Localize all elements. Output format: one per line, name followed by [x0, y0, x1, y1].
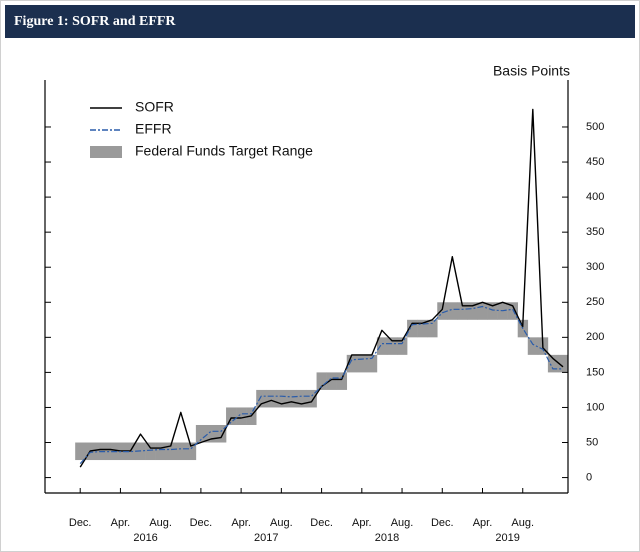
x-tick-label: Apr.	[352, 517, 372, 529]
target-range-band	[417, 319, 428, 338]
y-tick-label: 50	[586, 436, 598, 448]
target-range-band	[226, 407, 237, 425]
target-range-band	[105, 442, 116, 461]
x-tick-label: Aug.	[511, 517, 534, 529]
x-tick-label: Dec.	[310, 517, 333, 529]
target-range-band	[165, 442, 177, 461]
target-range-band	[557, 354, 569, 373]
legend-label: Federal Funds Target Range	[135, 143, 313, 159]
target-range-band	[547, 354, 559, 373]
target-range-band	[75, 442, 86, 461]
target-range-band	[386, 337, 398, 355]
target-range-band	[477, 302, 488, 320]
x-tick-label: Aug.	[391, 517, 414, 529]
target-range-band	[215, 424, 227, 443]
target-range-band	[286, 389, 297, 408]
x-tick-label: Dec.	[190, 517, 213, 529]
y-tick-label: 100	[586, 401, 604, 413]
x-tick-label: Dec.	[69, 517, 92, 529]
target-range-band	[336, 372, 348, 390]
legend-label: EFFR	[135, 121, 172, 137]
x-year-label: 2019	[495, 532, 519, 544]
y-tick-label: 0	[586, 471, 592, 483]
target-range-band	[296, 389, 307, 408]
target-range-band	[527, 337, 539, 355]
target-range-band	[316, 372, 327, 390]
target-range-band	[155, 442, 166, 461]
target-range-band	[376, 337, 388, 355]
target-range-band	[427, 319, 438, 338]
x-tick-label: Apr.	[473, 517, 493, 529]
series-line	[79, 305, 563, 464]
x-tick-label: Aug.	[270, 517, 293, 529]
target-range-band	[326, 372, 337, 390]
y-tick-label: 350	[586, 226, 604, 238]
chart-title: Figure 1: SOFR and EFFR	[14, 14, 176, 29]
target-range-band	[306, 389, 317, 408]
target-range-band	[266, 389, 277, 408]
header-bar	[5, 5, 635, 38]
legend-swatch	[90, 146, 122, 158]
y-axis-label: Basis Points	[493, 63, 570, 79]
target-range-band	[366, 354, 378, 373]
target-range-band	[276, 389, 287, 408]
y-tick-label: 450	[586, 156, 604, 168]
target-range-band	[447, 302, 458, 320]
x-tick-label: Apr.	[111, 517, 131, 529]
target-range-band	[256, 389, 267, 408]
x-year-label: 2018	[375, 532, 399, 544]
x-tick-label: Dec.	[431, 517, 454, 529]
y-tick-label: 300	[586, 261, 604, 273]
target-range-band	[205, 424, 217, 443]
x-year-label: 2017	[254, 532, 278, 544]
target-range-band	[397, 337, 408, 355]
target-range-band	[236, 407, 247, 425]
x-tick-label: Apr.	[231, 517, 251, 529]
target-range-band	[457, 302, 468, 320]
target-range-band	[185, 442, 197, 461]
y-tick-label: 150	[586, 366, 604, 378]
target-range-band	[346, 354, 358, 373]
y-tick-label: 500	[586, 121, 604, 133]
target-range-band	[195, 424, 207, 443]
y-tick-label: 400	[586, 191, 604, 203]
y-tick-label: 250	[586, 296, 604, 308]
target-range-band	[467, 302, 478, 320]
target-range-band	[437, 302, 448, 320]
x-year-label: 2016	[133, 532, 157, 544]
target-range-band	[487, 302, 498, 320]
target-range-band	[507, 302, 519, 320]
x-tick-label: Aug.	[149, 517, 172, 529]
target-range-band	[175, 442, 187, 461]
legend-label: SOFR	[135, 99, 174, 115]
target-range-band	[145, 442, 156, 461]
target-range-band	[356, 354, 368, 373]
y-tick-label: 200	[586, 331, 604, 343]
target-range-band	[407, 319, 418, 338]
